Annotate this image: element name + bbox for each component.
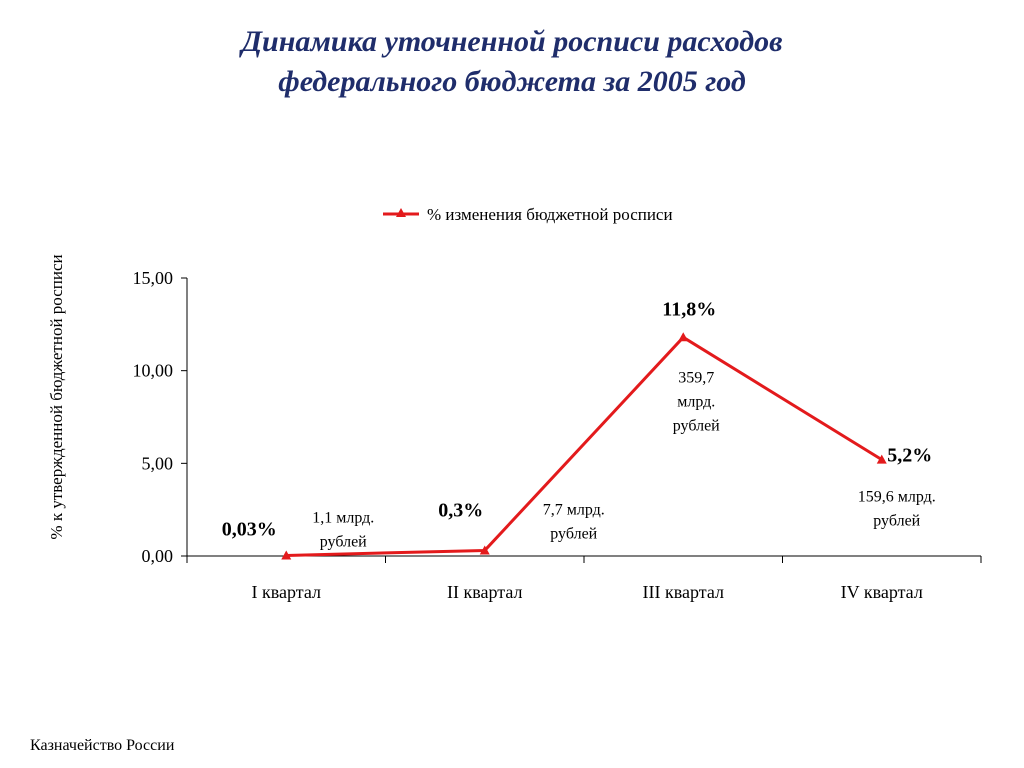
data-point <box>281 550 292 560</box>
series-line <box>286 335 883 557</box>
x-tick-label: I квартал <box>252 582 321 602</box>
data-point <box>678 332 689 342</box>
annotation-text: рублей <box>673 417 720 434</box>
annotation-text: рублей <box>320 533 367 550</box>
data-label: 5,2% <box>887 445 932 467</box>
data-label: 0,03% <box>222 518 277 540</box>
footer-credit: Казначейство России <box>30 737 175 754</box>
y-tick-label: 5,00 <box>142 453 174 473</box>
x-tick-label: IV квартал <box>841 582 923 602</box>
x-tick-label: III квартал <box>643 582 724 602</box>
legend-label: % изменения бюджетной росписи <box>427 205 673 224</box>
annotation-text: млрд. <box>677 393 715 410</box>
legend-marker <box>396 208 406 217</box>
annotation-text: рублей <box>550 525 597 542</box>
title-line-2: федерального бюджета за 2005 год <box>278 65 746 98</box>
y-tick-label: 0,00 <box>142 546 174 566</box>
page-title: Динамика уточненной росписи расходов фед… <box>0 22 1024 102</box>
y-tick-label: 10,00 <box>133 361 174 381</box>
annotation-text: 359,7 <box>678 369 714 386</box>
y-axis-label: % к утвержденной бюджетной росписи <box>47 254 66 539</box>
data-point <box>876 454 887 464</box>
annotation-text: 7,7 млрд. <box>543 501 605 518</box>
title-line-1: Динамика уточненной росписи расходов <box>241 25 783 58</box>
y-tick-label: 15,00 <box>133 268 174 288</box>
data-label: 0,3% <box>438 499 483 521</box>
data-label: 11,8% <box>662 298 716 320</box>
annotation-text: 1,1 млрд. <box>312 509 374 526</box>
x-tick-label: II квартал <box>447 582 522 602</box>
annotation-text: 159,6 млрд. <box>858 489 936 506</box>
annotation-text: рублей <box>873 513 920 530</box>
data-point <box>479 545 490 555</box>
